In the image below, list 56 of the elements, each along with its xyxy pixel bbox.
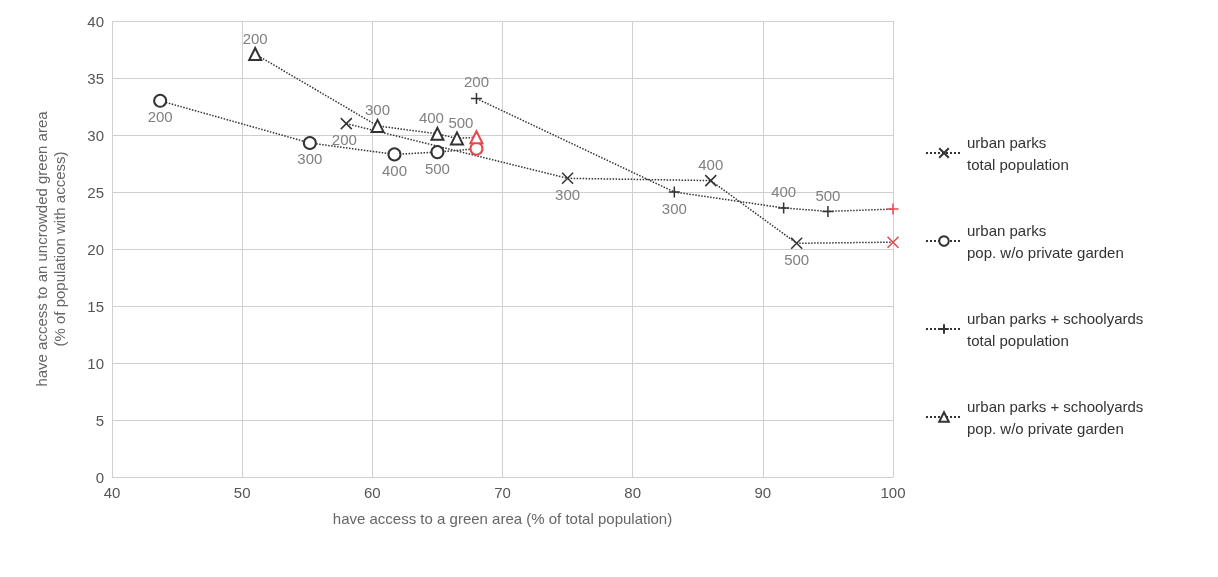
annotation: 500: [424, 159, 450, 177]
y-tick-label: 40: [87, 12, 104, 30]
annotation: 400: [771, 183, 797, 201]
x-tick-label: 70: [494, 484, 511, 501]
point: [821, 205, 835, 218]
point: [248, 47, 263, 62]
point: [668, 185, 681, 199]
annotation: 500: [448, 113, 474, 131]
annotation: 300: [365, 101, 391, 119]
point: [704, 174, 718, 187]
annotation: 500: [815, 186, 841, 204]
point: [302, 135, 317, 150]
annotation: 300: [555, 185, 581, 203]
point: [469, 130, 484, 145]
y-tick-label: 15: [87, 297, 104, 315]
point: [387, 147, 402, 162]
point: [470, 92, 483, 105]
annotation: 300: [661, 199, 687, 217]
point: [430, 126, 445, 141]
y-tick-label: 25: [87, 183, 104, 201]
point: [449, 131, 464, 146]
point: [777, 201, 790, 215]
y-tick-label: 30: [87, 126, 104, 144]
annotation: 200: [242, 29, 268, 47]
x-tick-label: 50: [233, 484, 251, 501]
y-tick-label: 10: [87, 354, 104, 372]
x-tick-label: 60: [363, 484, 381, 501]
x-tick-label: 90: [754, 484, 772, 501]
x-tick-label: 100: [880, 484, 906, 501]
legend-label: urban parks pop. w/o private garden: [967, 221, 1124, 261]
y-tick-label: 20: [87, 240, 104, 258]
point: [886, 202, 900, 216]
annotation: 400: [381, 161, 407, 179]
annotation: 200: [331, 131, 357, 149]
legend-label: urban parks + schoolyards pop. w/o private garden: [967, 397, 1144, 437]
point: [561, 172, 574, 185]
annotation: 200: [463, 73, 489, 91]
point: [430, 145, 445, 160]
y-tick-label: 35: [87, 69, 104, 87]
annotation: 300: [297, 150, 323, 168]
point: [886, 235, 900, 249]
point: [340, 117, 353, 130]
point: [370, 118, 385, 133]
y-axis-title: have access to an uncrowded green area (% of population with access): [32, 110, 68, 387]
annotation: 200: [147, 108, 173, 126]
x-axis-title: have access to a green area (% of total population): [332, 510, 673, 527]
annotation: 400: [698, 156, 724, 174]
y-tick-label: 0: [95, 468, 104, 486]
annotation: 500: [784, 250, 810, 268]
legend-label: urban parks total population: [967, 133, 1069, 173]
legend-label: urban parks + schoolyards total population: [967, 309, 1144, 349]
x-tick-label: 80: [624, 484, 642, 501]
y-tick-label: 5: [95, 411, 104, 429]
annotation: 400: [418, 109, 444, 127]
point: [790, 237, 803, 250]
point: [153, 93, 168, 108]
